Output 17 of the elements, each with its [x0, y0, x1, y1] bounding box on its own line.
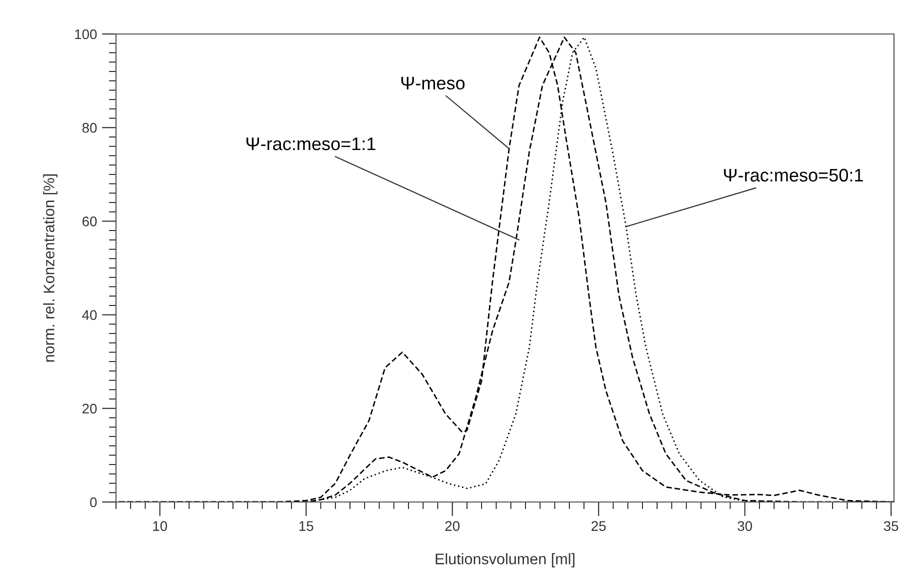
y-tick-label: 0 [90, 497, 97, 508]
x-tick-label: 35 [884, 521, 898, 531]
annotation: Ψ-rac:meso=50:1 [724, 168, 863, 182]
x-tick-label: 10 [153, 521, 168, 531]
x-axis-title: Elutionsvolumen [ml] [436, 553, 574, 568]
y-tick-label: 60 [82, 216, 97, 226]
annotation: Ψ-rac:meso=1:1 [246, 138, 376, 150]
annotation: Ψ-meso [401, 76, 465, 90]
y-tick-label: 100 [75, 29, 97, 40]
x-tick-label: 20 [445, 521, 460, 531]
y-tick-label: 20 [82, 404, 97, 414]
y-tick-label: 80 [82, 122, 97, 133]
x-tick-label: 25 [592, 521, 606, 531]
y-axis-title: norm. rel. Konzentration [%] [43, 174, 58, 362]
y-tick-label: 40 [82, 310, 97, 320]
x-tick-label: 30 [738, 521, 752, 531]
x-tick-label: 15 [299, 521, 314, 531]
